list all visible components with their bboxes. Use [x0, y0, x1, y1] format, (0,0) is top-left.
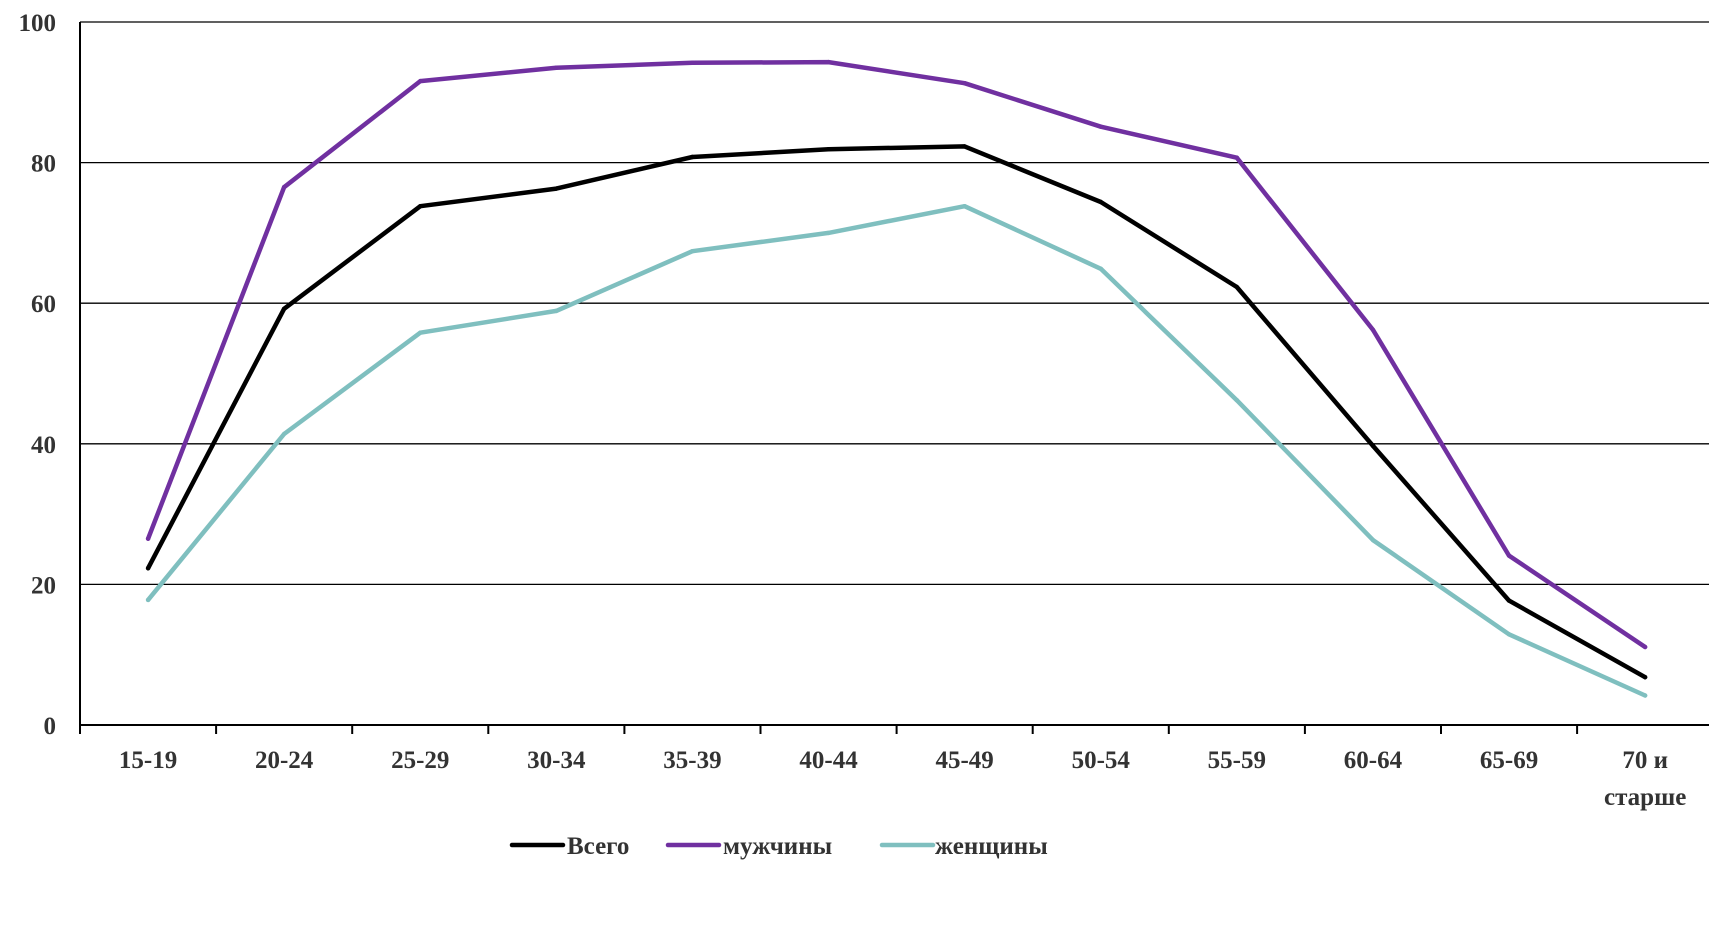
- x-tick-label: 25-29: [391, 747, 449, 774]
- data-point: [281, 431, 287, 437]
- x-tick-label: 30-34: [527, 747, 586, 774]
- data-point: [418, 78, 423, 84]
- y-tick-label: 40: [31, 432, 56, 459]
- legend-item-2: женщины: [879, 833, 1048, 860]
- legend-item-1: мужчины: [665, 833, 832, 860]
- x-tick-label: 55-59: [1208, 747, 1266, 774]
- data-point: [690, 154, 695, 160]
- data-point: [145, 566, 151, 571]
- data-point: [418, 204, 423, 209]
- data-point: [1370, 537, 1376, 543]
- series-line-0: [145, 144, 1648, 680]
- data-point: [554, 308, 559, 314]
- data-point: [1234, 155, 1240, 160]
- series-line-1: [145, 59, 1648, 650]
- legend-label: женщины: [935, 833, 1048, 860]
- data-point: [1098, 124, 1104, 129]
- x-tick-label: 45-49: [935, 747, 993, 774]
- data-point: [281, 306, 287, 311]
- legend-label: мужчины: [723, 833, 832, 860]
- legend-item-0: Всего: [509, 833, 629, 860]
- x-tick-label: 65-69: [1480, 747, 1538, 774]
- series-lines: [145, 59, 1648, 698]
- data-point: [1234, 398, 1240, 403]
- x-tick-label: 60-64: [1344, 747, 1403, 774]
- x-tick-label: 50-54: [1072, 747, 1131, 774]
- x-tick-label: 15-19: [119, 747, 177, 774]
- data-point: [1506, 553, 1512, 558]
- data-point: [145, 536, 151, 541]
- data-point: [418, 330, 423, 335]
- y-tick-label: 100: [19, 10, 57, 37]
- x-tick-label: 70 и: [1622, 747, 1668, 774]
- data-point: [1234, 284, 1240, 290]
- data-point: [826, 147, 831, 152]
- data-point: [554, 186, 559, 191]
- data-point: [1642, 675, 1648, 680]
- data-point: [690, 60, 695, 65]
- data-point: [962, 144, 967, 149]
- x-tick-labels: 15-19 20-24 25-29 30-34 35-39 40-44 45-49 50-54…: [119, 747, 1686, 811]
- data-point: [1506, 632, 1512, 637]
- series-line-2: [145, 203, 1648, 698]
- y-tick-label: 80: [31, 151, 56, 178]
- data-point: [1506, 598, 1512, 603]
- legend: Всего мужчины женщины: [509, 833, 1048, 860]
- legend-label: Всего: [567, 833, 629, 860]
- data-point: [554, 65, 559, 70]
- data-point: [962, 204, 967, 209]
- data-point: [826, 230, 831, 236]
- data-point: [281, 185, 287, 190]
- data-point: [1642, 693, 1648, 698]
- data-point: [1642, 644, 1648, 650]
- y-tick-label: 0: [44, 713, 57, 740]
- data-point: [1370, 327, 1376, 333]
- data-point: [690, 249, 695, 254]
- data-point: [145, 597, 151, 603]
- data-point: [962, 81, 967, 86]
- data-point: [826, 59, 831, 65]
- data-point: [1370, 443, 1376, 449]
- data-point: [1098, 199, 1104, 205]
- y-tick-label: 60: [31, 291, 56, 318]
- x-tick-label: 35-39: [663, 747, 721, 774]
- data-point: [1098, 266, 1104, 271]
- gridlines: [80, 21, 1709, 586]
- y-tick-label: 20: [31, 572, 56, 599]
- x-tick-label: 20-24: [255, 747, 314, 774]
- axes: [79, 22, 1709, 734]
- x-tick-label: старше: [1604, 784, 1686, 811]
- y-tick-labels: 0 20 40 60 80 100: [19, 10, 57, 740]
- x-tick-label: 40-44: [799, 747, 858, 774]
